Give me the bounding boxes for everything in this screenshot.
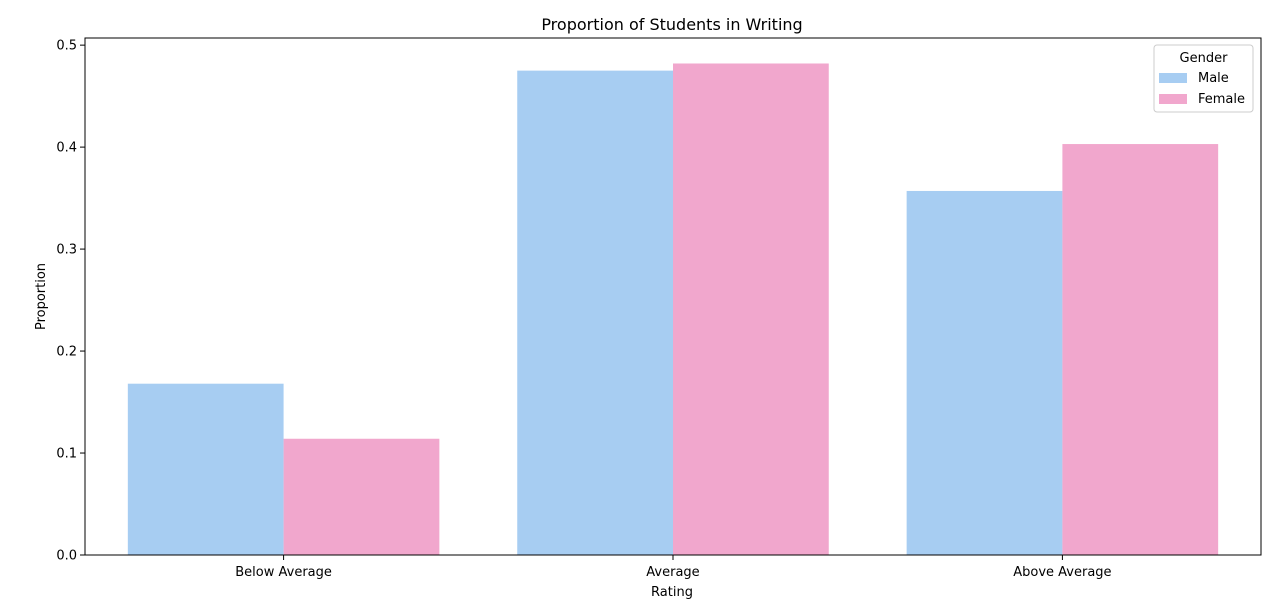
x-tick-label: Above Average — [1013, 565, 1111, 580]
y-tick-label: 0.2 — [56, 345, 77, 360]
y-tick-label: 0.0 — [56, 549, 77, 564]
x-tick-label: Average — [646, 565, 699, 580]
legend-label-female: Female — [1198, 92, 1245, 107]
x-axis-ticks: Below Average Average Above Average — [235, 555, 1112, 580]
x-tick-label: Below Average — [235, 565, 332, 580]
y-axis-ticks: 0.0 0.1 0.2 0.3 0.4 0.5 — [56, 39, 85, 564]
y-tick-label: 0.5 — [56, 39, 77, 54]
legend-swatch-female — [1159, 94, 1187, 104]
legend: Gender Male Female — [1153, 44, 1254, 113]
x-axis-label: Rating — [651, 585, 693, 600]
bar-female-0 — [283, 438, 440, 555]
bar-male-0 — [127, 383, 284, 555]
bar-male-2 — [906, 190, 1063, 555]
bar-female-1 — [673, 63, 829, 556]
legend-title: Gender — [1180, 51, 1229, 66]
y-axis-label: Proportion — [34, 263, 49, 330]
bar-male-1 — [517, 70, 673, 555]
legend-swatch-male — [1159, 73, 1187, 83]
bars-group — [127, 63, 1219, 556]
y-tick-label: 0.1 — [56, 447, 77, 462]
legend-label-male: Male — [1198, 71, 1229, 86]
y-tick-label: 0.3 — [56, 243, 77, 258]
y-tick-label: 0.4 — [56, 141, 77, 156]
bar-female-2 — [1062, 144, 1219, 556]
chart-title: Proportion of Students in Writing — [541, 15, 802, 34]
